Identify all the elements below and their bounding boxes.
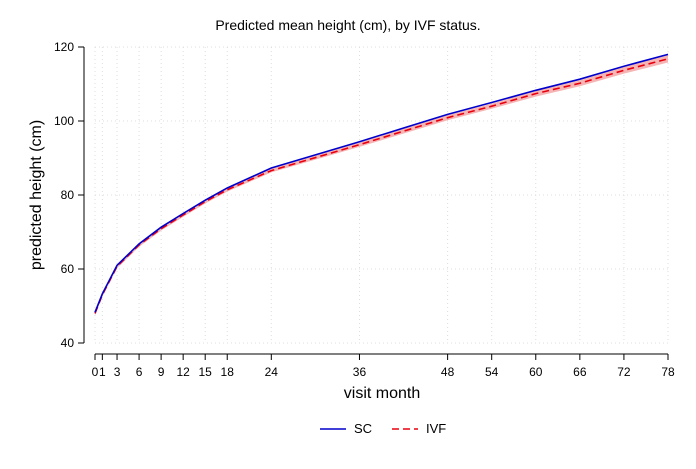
series-line-sc [94, 53, 669, 313]
y-tick-label: 60 [61, 262, 75, 276]
legend-label-ivf: IVF [426, 421, 446, 436]
chart-title: Predicted mean height (cm), by IVF statu… [215, 17, 480, 33]
y-tick-label: 40 [61, 336, 75, 350]
legend: SC IVF [320, 421, 446, 436]
x-tick-label: 3 [114, 365, 121, 379]
x-tick-label: 60 [529, 365, 543, 379]
series-line-ivf [94, 58, 669, 314]
legend-label-sc: SC [354, 421, 372, 436]
x-tick-label: 6 [136, 365, 143, 379]
x-tick-label: 1 [99, 365, 106, 379]
x-tick-label: 54 [485, 365, 499, 379]
x-tick-label: 72 [617, 365, 631, 379]
x-tick-label: 9 [158, 365, 165, 379]
y-tick-label: 120 [54, 40, 74, 54]
x-tick-label: 18 [221, 365, 235, 379]
x-tick-label: 48 [441, 365, 455, 379]
x-axis-label: visit month [344, 385, 420, 402]
ci-band-ivf [95, 55, 668, 316]
x-tick-label: 36 [353, 365, 367, 379]
x-tick-label: 24 [265, 365, 279, 379]
y-axis-label: predicted height (cm) [28, 120, 45, 270]
y-tick-label: 100 [54, 114, 74, 128]
x-tick-label: 0 [92, 365, 99, 379]
x-tick-label: 12 [176, 365, 190, 379]
x-tick-label: 66 [573, 365, 587, 379]
x-tick-label: 78 [661, 365, 675, 379]
x-tick-label: 15 [199, 365, 213, 379]
y-tick-label: 80 [61, 188, 75, 202]
